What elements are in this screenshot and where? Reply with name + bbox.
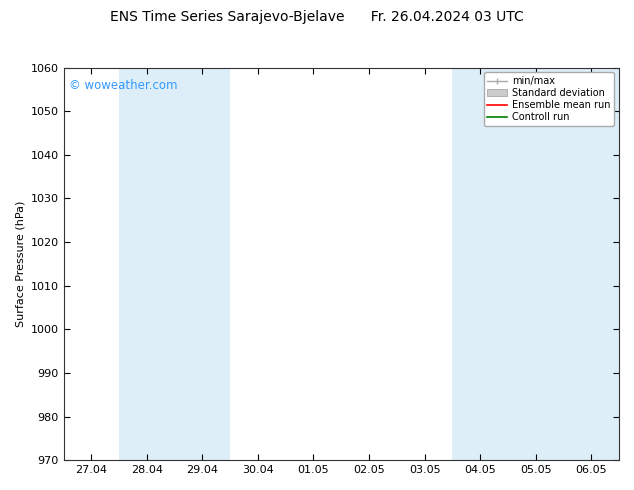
Y-axis label: Surface Pressure (hPa): Surface Pressure (hPa) xyxy=(15,201,25,327)
Legend: min/max, Standard deviation, Ensemble mean run, Controll run: min/max, Standard deviation, Ensemble me… xyxy=(484,73,614,126)
Text: © woweather.com: © woweather.com xyxy=(69,79,178,93)
Bar xyxy=(119,68,174,460)
Bar xyxy=(508,68,564,460)
Bar xyxy=(564,68,619,460)
Bar xyxy=(453,68,508,460)
Text: ENS Time Series Sarajevo-Bjelave      Fr. 26.04.2024 03 UTC: ENS Time Series Sarajevo-Bjelave Fr. 26.… xyxy=(110,10,524,24)
Bar xyxy=(174,68,230,460)
